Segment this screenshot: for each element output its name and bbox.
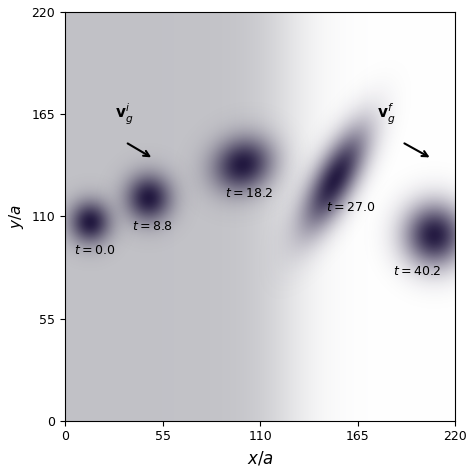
Text: $t = 8.8$: $t = 8.8$	[132, 220, 173, 233]
Text: $t = 0.0$: $t = 0.0$	[74, 244, 115, 257]
Text: $t = 18.2$: $t = 18.2$	[225, 187, 273, 200]
Y-axis label: $y/a$: $y/a$	[7, 204, 26, 229]
Text: $\mathbf{v}_g^{i}$: $\mathbf{v}_g^{i}$	[115, 102, 133, 127]
Text: $t = 27.0$: $t = 27.0$	[326, 201, 375, 215]
Text: $\mathbf{v}_g^{f}$: $\mathbf{v}_g^{f}$	[377, 102, 396, 127]
X-axis label: $x/a$: $x/a$	[246, 449, 273, 467]
Text: $t = 40.2$: $t = 40.2$	[393, 264, 441, 278]
